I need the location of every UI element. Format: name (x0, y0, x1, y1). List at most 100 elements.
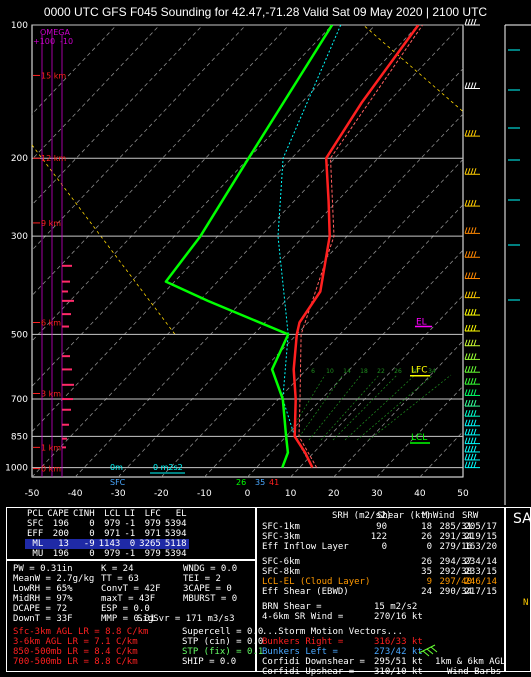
storm-motion-header: ...Storm Motion Vectors... (262, 627, 403, 637)
parcel-cell: EFF (25, 529, 45, 539)
pressure-tick-label: 1000 (5, 464, 28, 474)
parcel-header-cell: PCL (25, 509, 45, 519)
thermo-param: ConvT = 42F (101, 584, 161, 594)
isotherm-line (32, 25, 461, 477)
composite-index: SHIP = 0.0 (182, 657, 263, 667)
side-label-2: N (523, 598, 528, 608)
omega-tick-label: -10 (60, 37, 73, 46)
temperature-tick-label: 50 (457, 489, 469, 499)
parcel-cell: 971 (97, 529, 123, 539)
parcel-cell: 979 (137, 549, 163, 559)
kinematics-row: 0 (347, 542, 387, 552)
dewpoint-profile-line (166, 25, 332, 468)
storm-vector-value: 295/51 kt (374, 657, 423, 667)
thermo-param: DCAPE = 72 (13, 604, 67, 614)
parcel-cell: -1 (122, 529, 137, 539)
parcel-cell: 13 (45, 539, 71, 549)
surface-dewpoint-value: 26 (236, 478, 246, 487)
pressure-tick-label: 700 (11, 395, 28, 405)
thermo-param: 3CAPE = 0 (183, 584, 232, 594)
parcel-profile-line (278, 25, 341, 468)
storm-vector-value: 273/42 kt (374, 647, 423, 657)
isotherm-line (334, 25, 531, 477)
kinematics-header: SRW (462, 511, 478, 521)
pressure-tick-label: 300 (11, 232, 28, 242)
composite-index: Supercell = 0.0 (182, 627, 263, 637)
wind-barb (465, 82, 480, 88)
height-label: 6 km (41, 318, 61, 327)
kinematics-row: 217/15 (457, 587, 497, 597)
wind-barb (465, 227, 480, 233)
parcel-cell: 979 (97, 519, 123, 529)
parcel-cell: 200 (45, 529, 71, 539)
wind-barb (465, 420, 480, 426)
composite-index: STP (cin) = 0.0 (182, 637, 263, 647)
parcel-cell: -1 (122, 519, 137, 529)
mixing-ratio-label: 10 (326, 368, 334, 375)
mixing-ratio-label: 26 (394, 368, 402, 375)
temperature-tick-label: 30 (371, 489, 383, 499)
parcel-cell: 0 (71, 549, 97, 559)
parcel-header-cell: EL (163, 509, 189, 519)
kinematics-row: 24 (392, 587, 432, 597)
pressure-tick-label: 850 (11, 432, 28, 442)
sr-wind-value: 270/16 kt (374, 612, 423, 622)
wind-barb (465, 366, 480, 372)
lapse-rate-value: 700-500mb LR = 8.8 C/km (13, 657, 148, 667)
parcel-cell: 3265 (137, 539, 163, 549)
surface-temperature-value: 41 (269, 478, 279, 487)
kinematics-row: SFC-1km (262, 522, 300, 532)
barb-caption: 1km & 6km AGL (435, 657, 505, 667)
hodo-srh-label: 0 m2s2 (153, 463, 183, 472)
parcel-cell: SFC (25, 519, 45, 529)
isotherm-line (0, 25, 117, 477)
storm-vector-label: Corfidi Downshear = (262, 657, 365, 667)
wind-barb (465, 446, 480, 452)
brn-shear-row: BRN Shear = (262, 602, 322, 612)
lcl-marker-label: LCL (411, 433, 427, 443)
isotherm-line (0, 25, 246, 477)
temperature-tick-label: -10 (197, 489, 212, 499)
kinematics-row: LCL-EL (Cloud Layer) (262, 577, 370, 587)
thermo-param: maxT = 43F (101, 594, 155, 604)
thermo-param: WNDG = 0.0 (183, 564, 237, 574)
mixing-ratio-line (333, 375, 397, 440)
kinematics-row: Eff Inflow Layer (262, 542, 349, 552)
mixing-ratio-label: 6 (311, 368, 315, 375)
height-label: 15 km (41, 71, 66, 80)
wind-barb (465, 273, 480, 279)
height-label: 12 km (41, 154, 66, 163)
thermo-param: MidRH = 97% (13, 594, 73, 604)
temperature-tick-label: 0 (245, 489, 251, 499)
wind-barb (465, 340, 480, 346)
omega-label: OMEGA (40, 28, 70, 37)
kinematics-row: 35 (392, 567, 432, 577)
kinematics-row: 234/14 (457, 557, 497, 567)
reference-dashed-line (363, 25, 531, 225)
brn-shear-value: 15 m2/s2 (374, 602, 417, 612)
wind-barb (465, 130, 480, 136)
parcel-cell: 979 (137, 519, 163, 529)
thermo-param: TT = 63 (101, 574, 139, 584)
max-temp-line (32, 145, 175, 334)
lapse-rate-value: 3-6km AGL LR = 7.1 C/km (13, 637, 148, 647)
parcel-header-cell: CAPE (45, 509, 71, 519)
wind-barb (465, 168, 480, 174)
thermo-param: PW = 0.31in (13, 564, 73, 574)
isotherm-line (161, 25, 531, 477)
parcel-header-cell: LI (122, 509, 137, 519)
wind-barb (465, 454, 480, 460)
thermo-param: LowRH = 65% (13, 584, 73, 594)
temperature-tick-label: -20 (154, 489, 169, 499)
parcel-cell: 0 (122, 539, 137, 549)
storm-vector-label: Corfidi Upshear = (262, 667, 354, 677)
mixing-ratio-line (285, 375, 325, 440)
isotherm-line (0, 25, 289, 477)
storm-vector-value: 310/10 kt (374, 667, 423, 677)
parcel-cell: 196 (45, 549, 71, 559)
